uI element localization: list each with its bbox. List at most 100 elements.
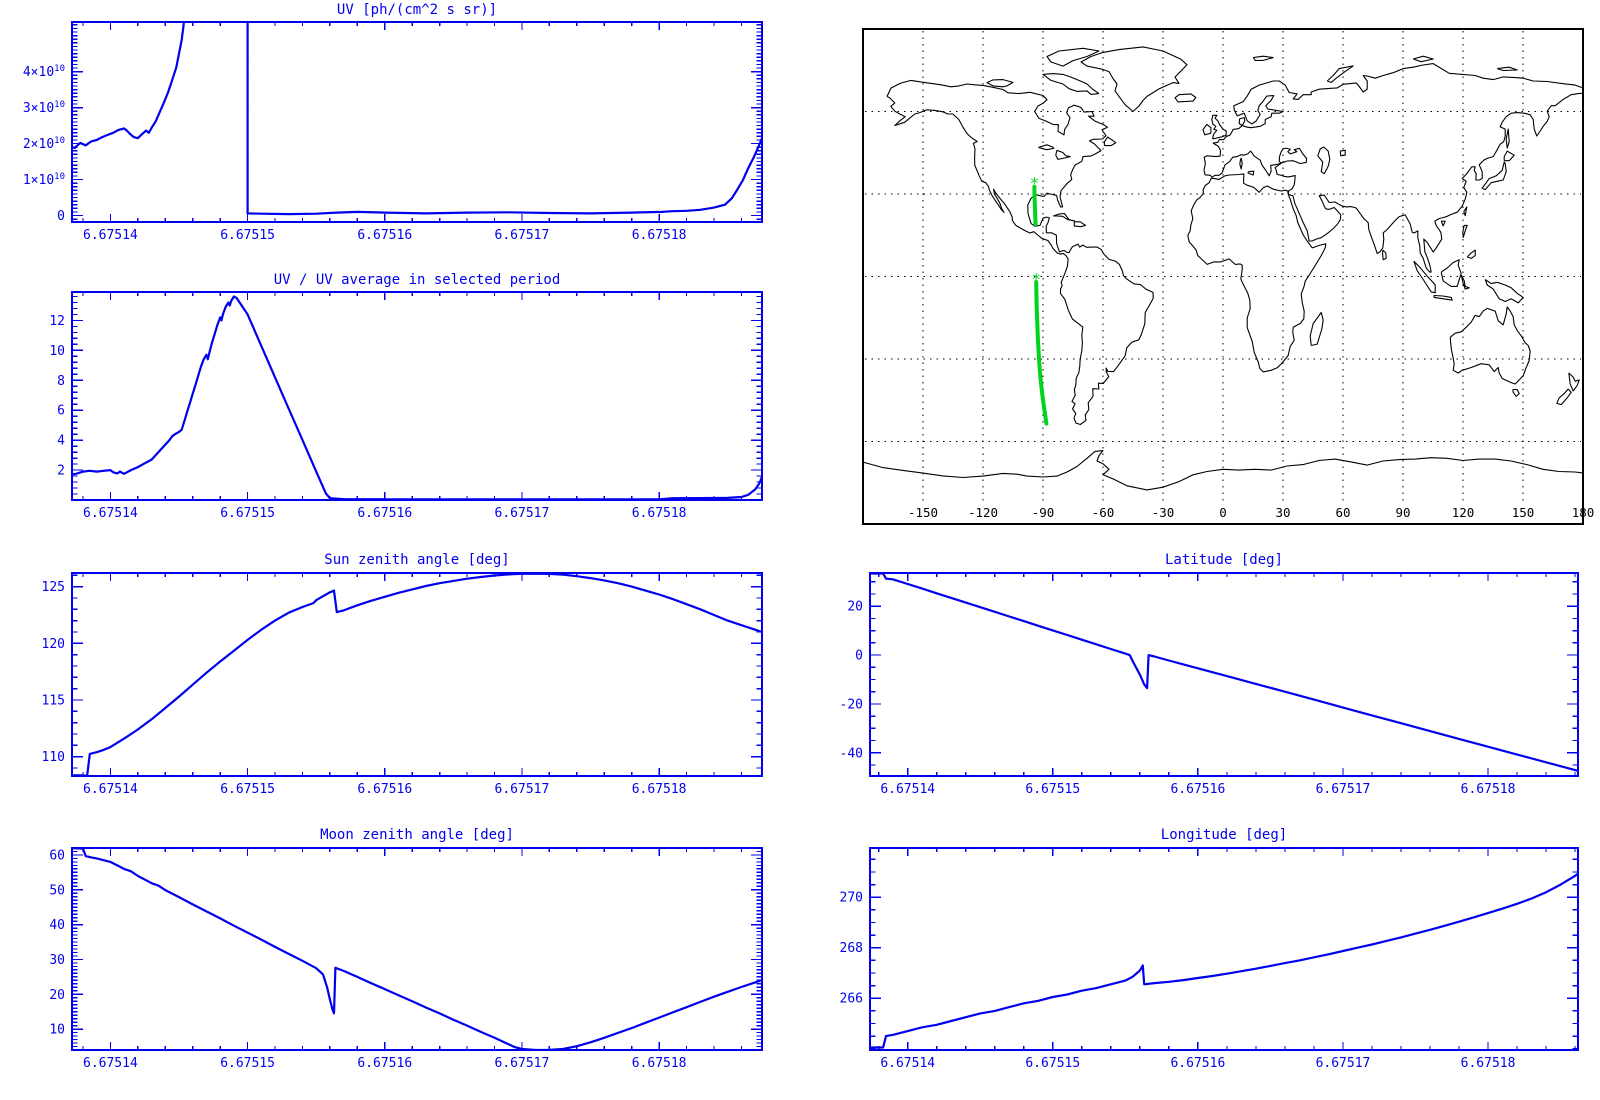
latitude-frame	[869, 572, 1579, 777]
sun-zenith-chart-title: Sun zenith angle [deg]	[324, 552, 510, 568]
map-lon-label: -150	[908, 505, 938, 520]
uv-radiance-ytick-label: 3×1010	[23, 100, 65, 116]
sun-zenith-ytick-label: 125	[42, 580, 65, 595]
moon-zenith-ytick-label: 60	[49, 848, 65, 863]
longitude-xtick-label: 6.67518	[1461, 1056, 1516, 1071]
uv-ratio-ytick-label: 6	[57, 404, 65, 419]
uv-ratio-ytick-label: 2	[57, 464, 65, 479]
ground-track-map: -150 -120 -90 -60 -30 0 30 60 90 120 150 180 * *	[862, 28, 1594, 525]
uv-ratio-xtick-label: 6.67517	[495, 506, 550, 521]
sun-zenith-frame	[71, 572, 763, 777]
longitude-chart-title: Longitude [deg]	[1160, 827, 1288, 843]
latitude-xtick-label: 6.67514	[880, 782, 935, 797]
latitude-xtick-label: 6.67517	[1316, 782, 1371, 797]
sun-zenith-ytick-label: 115	[42, 694, 65, 709]
uv-radiance-xtick-label: 6.67517	[495, 228, 550, 243]
latitude-ytick-label: 0	[855, 649, 863, 664]
track-start-marker-icon: *	[1030, 174, 1040, 193]
moon-zenith-chart-title: Moon zenith angle [deg]	[320, 827, 514, 843]
latitude-xtick-label: 6.67516	[1170, 782, 1225, 797]
moon-zenith-xtick-label: 6.67517	[495, 1056, 550, 1071]
uv-radiance-ytick-label: 1×1010	[23, 172, 65, 188]
longitude-series-line	[870, 872, 1578, 1049]
sun-zenith-xtick-label: 6.67517	[495, 782, 550, 797]
uv-radiance-frame	[71, 21, 763, 223]
uv-radiance-xtick-label: 6.67515	[220, 228, 275, 243]
map-lon-label: -60	[1092, 505, 1115, 520]
longitude-xtick-label: 6.67515	[1025, 1056, 1080, 1071]
uv-ratio-ytick-label: 4	[57, 434, 65, 449]
uv-ratio-series-line	[72, 295, 762, 500]
latitude-xtick-label: 6.67518	[1461, 782, 1516, 797]
latitude-chart-title: Latitude [deg]	[1164, 552, 1283, 568]
uv-radiance-xtick-label: 6.67516	[357, 228, 412, 243]
moon-zenith-xtick-label: 6.67518	[632, 1056, 687, 1071]
latitude-series-line	[870, 573, 1578, 773]
uv-ratio-chart: 6.67514 6.67515 6.67516 6.67517 6.67518 2 4 6 8 1…	[49, 291, 763, 521]
sun-zenith-xtick-label: 6.67516	[357, 782, 412, 797]
moon-zenith-ytick-label: 30	[49, 953, 65, 968]
sun-zenith-xtick-label: 6.67518	[632, 782, 687, 797]
uv-radiance-ytick-label: 0	[57, 209, 65, 224]
latitude-ytick-label: -40	[840, 746, 863, 761]
ground-track-2	[1034, 280, 1049, 426]
sun-zenith-chart: 6.67514 6.67515 6.67516 6.67517 6.67518 110 11…	[42, 572, 763, 797]
map-lon-label: 60	[1335, 505, 1350, 520]
map-lon-label: 150	[1512, 505, 1535, 520]
moon-zenith-xtick-label: 6.67515	[220, 1056, 275, 1071]
sun-zenith-ytick-label: 120	[42, 637, 65, 652]
moon-zenith-chart: 6.67514 6.67515 6.67516 6.67517 6.67518 10 20 3…	[49, 847, 763, 1071]
moon-zenith-ytick-label: 40	[49, 918, 65, 933]
moon-zenith-xtick-label: 6.67514	[83, 1056, 138, 1071]
uv-ratio-ytick-label: 12	[49, 314, 65, 329]
longitude-ytick-label: 270	[840, 891, 863, 906]
uv-radiance-ytick-label: 4×1010	[23, 64, 65, 80]
uv-radiance-xtick-label: 6.67514	[83, 228, 138, 243]
uv-ratio-xtick-label: 6.67515	[220, 506, 275, 521]
map-lon-label: -120	[968, 505, 998, 520]
sun-zenith-ytick-label: 110	[42, 750, 65, 765]
map-lon-label: 0	[1219, 505, 1227, 520]
map-lon-label: 90	[1395, 505, 1410, 520]
coastlines-path	[862, 46, 1584, 491]
longitude-chart: 6.67514 6.67515 6.67516 6.67517 6.67518 266 26…	[840, 847, 1579, 1071]
moon-zenith-xtick-label: 6.67516	[357, 1056, 412, 1071]
ground-track-1	[1032, 184, 1038, 227]
uv-ratio-ytick-label: 10	[49, 344, 65, 359]
moon-zenith-series-line	[72, 848, 762, 1050]
uv-ratio-xtick-label: 6.67514	[83, 506, 138, 521]
map-lon-label: -30	[1152, 505, 1175, 520]
latitude-xtick-label: 6.67515	[1025, 782, 1080, 797]
latitude-ytick-label: 20	[847, 600, 863, 615]
track-start-marker-icon: *	[1031, 269, 1041, 288]
sun-zenith-xtick-label: 6.67515	[220, 782, 275, 797]
uv-radiance-ytick-label: 2×1010	[23, 136, 65, 152]
moon-zenith-ytick-label: 20	[49, 988, 65, 1003]
moon-zenith-ytick-label: 10	[49, 1023, 65, 1038]
uv-radiance-chart: 6.67514 6.67515 6.67516 6.67517 6.67518 0 1×10…	[23, 21, 763, 243]
longitude-xtick-label: 6.67514	[880, 1056, 935, 1071]
map-lon-label: -90	[1032, 505, 1055, 520]
uv-ratio-ytick-label: 8	[57, 374, 65, 389]
uv-radiance-xtick-label: 6.67518	[632, 228, 687, 243]
map-frame	[862, 28, 1584, 525]
sun-zenith-series-line	[72, 573, 762, 776]
uv-ratio-chart-title: UV / UV average in selected period	[273, 272, 561, 288]
latitude-chart: 6.67514 6.67515 6.67516 6.67517 6.67518 -40 -2…	[840, 572, 1579, 797]
longitude-frame	[869, 847, 1579, 1051]
uv-chart-title: UV [ph/(cm^2 s sr)]	[336, 2, 498, 18]
uv-ratio-xtick-label: 6.67516	[357, 506, 412, 521]
uv-ratio-frame	[71, 291, 763, 501]
map-lon-label: 120	[1452, 505, 1475, 520]
map-lon-label: 30	[1275, 505, 1290, 520]
longitude-ytick-label: 268	[840, 941, 863, 956]
moon-zenith-ytick-label: 50	[49, 883, 65, 898]
uv-ratio-xtick-label: 6.67518	[632, 506, 687, 521]
sun-zenith-xtick-label: 6.67514	[83, 782, 138, 797]
longitude-xtick-label: 6.67517	[1316, 1056, 1371, 1071]
longitude-ytick-label: 266	[840, 992, 863, 1007]
uv-radiance-series-line	[72, 22, 762, 216]
moon-zenith-frame	[71, 847, 763, 1051]
